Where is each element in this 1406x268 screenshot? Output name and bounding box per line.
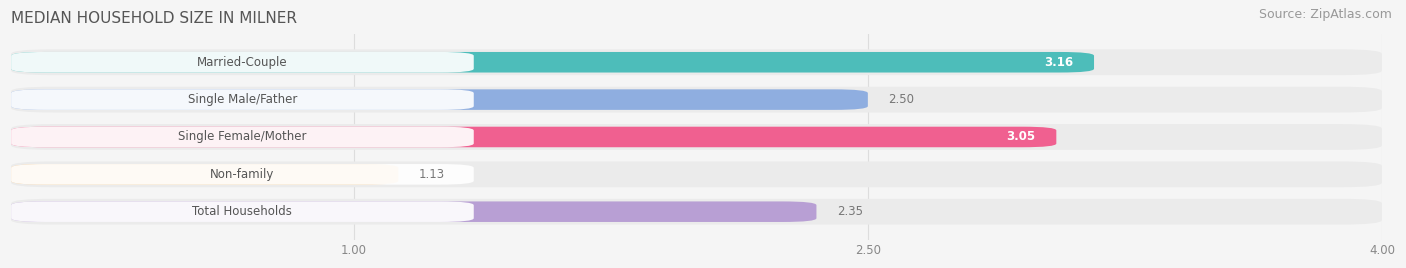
Text: Source: ZipAtlas.com: Source: ZipAtlas.com — [1258, 8, 1392, 21]
FancyBboxPatch shape — [11, 161, 1382, 187]
Text: MEDIAN HOUSEHOLD SIZE IN MILNER: MEDIAN HOUSEHOLD SIZE IN MILNER — [11, 11, 297, 26]
Text: 1.13: 1.13 — [419, 168, 446, 181]
Text: Non-family: Non-family — [211, 168, 274, 181]
FancyBboxPatch shape — [11, 127, 474, 147]
Text: 2.50: 2.50 — [889, 93, 914, 106]
FancyBboxPatch shape — [11, 52, 474, 73]
FancyBboxPatch shape — [11, 89, 474, 110]
FancyBboxPatch shape — [11, 124, 1382, 150]
FancyBboxPatch shape — [11, 127, 1056, 147]
FancyBboxPatch shape — [11, 164, 398, 185]
Text: 2.35: 2.35 — [837, 205, 863, 218]
FancyBboxPatch shape — [11, 202, 474, 222]
FancyBboxPatch shape — [11, 49, 1382, 75]
FancyBboxPatch shape — [11, 199, 1382, 225]
FancyBboxPatch shape — [11, 87, 1382, 113]
FancyBboxPatch shape — [11, 52, 1094, 73]
FancyBboxPatch shape — [11, 164, 474, 185]
Text: Married-Couple: Married-Couple — [197, 56, 288, 69]
FancyBboxPatch shape — [11, 202, 817, 222]
Text: 3.05: 3.05 — [1007, 131, 1036, 143]
FancyBboxPatch shape — [11, 89, 868, 110]
Text: 3.16: 3.16 — [1045, 56, 1073, 69]
Text: Single Male/Father: Single Male/Father — [188, 93, 297, 106]
Text: Total Households: Total Households — [193, 205, 292, 218]
Text: Single Female/Mother: Single Female/Mother — [179, 131, 307, 143]
